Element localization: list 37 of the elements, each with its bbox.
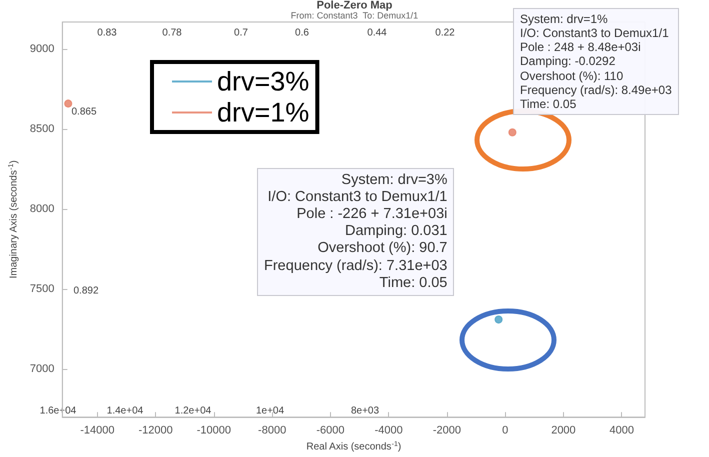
x-tick-label: -10000 [196,424,231,437]
annotation: 1.2e+04 [174,406,212,416]
point [508,128,516,136]
x-tick-label: -12000 [138,424,173,437]
legend-label: drv=3% [217,66,310,96]
x-tick-label: -14000 [80,424,114,437]
annotation: 0.6 [295,28,310,38]
x-tick-label: 4000 [609,424,634,437]
annotation: 1.6e+04 [40,406,77,416]
annotation: 8e+03 [350,406,380,416]
x-tick-label: 0 [502,424,508,437]
annotation: 0.7 [234,28,248,38]
point [64,100,72,108]
legend-label: drv=1% [217,98,310,128]
chart-title: Pole-Zero Map [316,0,393,12]
x-tick-label: -2000 [432,424,461,437]
annotation: 0.83 [97,28,118,38]
annotation: System: drv=1% I/O: Constant3 to Demux1/1 Pole : 248 + 8.48e+03i Damping: -0.0292 Overshoot (%): 110 Frequency (rad/s): 8.49e+03 Time: 0.05 [513,8,679,116]
y-tick-label: 8000 [30,203,54,216]
x-tick-label: -6000 [316,424,344,437]
y-tick-label: 8500 [30,123,54,136]
point [494,316,503,324]
chart-subtitle: From: Constant3 To: Demux1/1 [290,10,418,20]
y-tick-label: 7000 [30,363,54,376]
annotation: 1e+04 [256,406,284,416]
annotation: 0.892 [73,286,99,296]
x-tick-label: -4000 [374,424,403,437]
annotation: 0.865 [71,106,97,118]
x-tick-label: 2000 [551,424,576,437]
annotation: 0.44 [367,28,388,38]
annotation: 0.78 [162,28,182,38]
x-tick-label: -8000 [258,424,286,437]
annotation: 0.22 [435,28,456,38]
y-tick-label: 9000 [30,43,54,56]
annotation: 1.4e+04 [106,406,144,416]
annotation: System: drv=3% I/O: Constant3 to Demux1/1 Pole : -226 + 7.31e+03i Damping: 0.031 Overshoot (%): 90.7 Frequency (rad/s): 7.31e+03 Time: 0.05 [257,168,454,296]
y-tick-label: 7500 [30,283,54,296]
